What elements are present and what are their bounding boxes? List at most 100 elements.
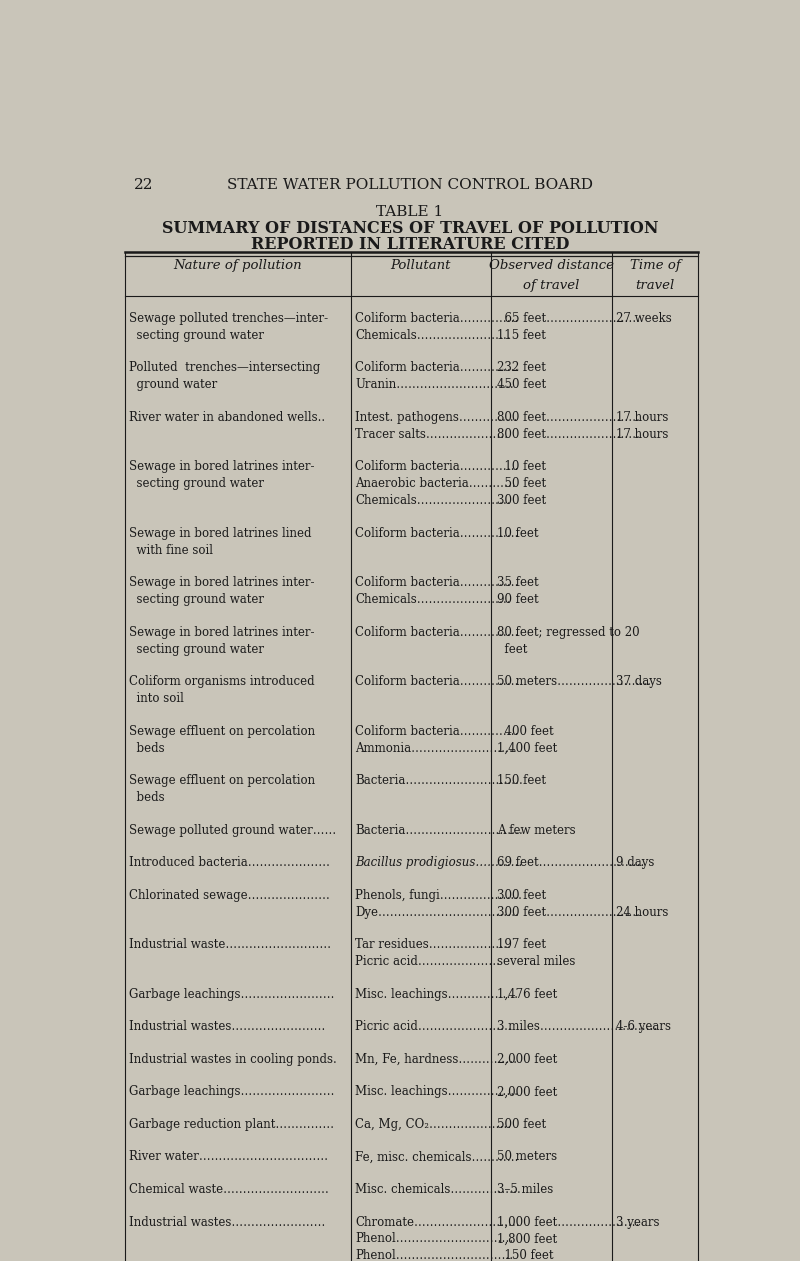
Text: Sewage effluent on percolation: Sewage effluent on percolation bbox=[129, 725, 315, 738]
Text: 1,800 feet: 1,800 feet bbox=[497, 1232, 557, 1246]
Text: Ca, Mg, CO₂…………………: Ca, Mg, CO₂………………… bbox=[355, 1119, 512, 1131]
Text: Fe, misc. chemicals…………: Fe, misc. chemicals………… bbox=[355, 1150, 519, 1164]
Text: secting ground water: secting ground water bbox=[129, 593, 264, 607]
Text: Coliform bacteria……………: Coliform bacteria…………… bbox=[355, 675, 519, 689]
Text: 1,476 feet: 1,476 feet bbox=[497, 987, 557, 1001]
Text: 300 feet: 300 feet bbox=[497, 889, 546, 902]
Text: Polluted  trenches—intersecting: Polluted trenches—intersecting bbox=[129, 361, 320, 375]
Text: Coliform bacteria……………: Coliform bacteria…………… bbox=[355, 527, 519, 540]
Text: Ammonia………………………: Ammonia……………………… bbox=[355, 741, 518, 754]
Text: 50 meters……………………: 50 meters…………………… bbox=[497, 675, 651, 689]
Text: 65 feet……………………: 65 feet…………………… bbox=[497, 311, 640, 324]
Text: Coliform bacteria……………: Coliform bacteria…………… bbox=[355, 311, 519, 324]
Text: secting ground water: secting ground water bbox=[129, 477, 264, 491]
Text: Mn, Fe, hardness……………: Mn, Fe, hardness…………… bbox=[355, 1053, 518, 1066]
Text: Sewage in bored latrines inter-: Sewage in bored latrines inter- bbox=[129, 625, 314, 638]
Text: Garbage leachings……………………: Garbage leachings…………………… bbox=[129, 987, 334, 1001]
Text: 115 feet: 115 feet bbox=[497, 329, 546, 342]
Text: 9 days: 9 days bbox=[616, 856, 654, 869]
Text: 37 days: 37 days bbox=[616, 675, 662, 689]
Text: beds: beds bbox=[129, 791, 165, 805]
Text: 800 feet……………………: 800 feet…………………… bbox=[497, 427, 640, 440]
Text: 800 feet……………………: 800 feet…………………… bbox=[497, 411, 640, 424]
Text: 1,000 feet…………………: 1,000 feet………………… bbox=[497, 1216, 639, 1228]
Text: River water in abandoned wells..: River water in abandoned wells.. bbox=[129, 411, 326, 424]
Text: 3–5 miles: 3–5 miles bbox=[497, 1183, 553, 1195]
Text: secting ground water: secting ground water bbox=[129, 643, 264, 656]
Text: Chemicals……………………: Chemicals…………………… bbox=[355, 593, 511, 607]
Text: 400 feet: 400 feet bbox=[497, 725, 554, 738]
Text: Misc. leachings………………: Misc. leachings……………… bbox=[355, 1086, 518, 1098]
Text: Phenol…………………………: Phenol………………………… bbox=[355, 1250, 514, 1261]
Text: 1,400 feet: 1,400 feet bbox=[497, 741, 557, 754]
Text: Chemical waste………………………: Chemical waste……………………… bbox=[129, 1183, 329, 1195]
Text: Chemicals……………………: Chemicals…………………… bbox=[355, 329, 511, 342]
Text: Bacteria…………………………: Bacteria………………………… bbox=[355, 774, 523, 787]
Text: 300 feet……………………: 300 feet…………………… bbox=[497, 905, 640, 919]
Text: 450 feet: 450 feet bbox=[497, 378, 546, 391]
Text: Sewage in bored latrines inter-: Sewage in bored latrines inter- bbox=[129, 460, 314, 473]
Text: of travel: of travel bbox=[523, 279, 579, 291]
Text: Coliform bacteria……………: Coliform bacteria…………… bbox=[355, 625, 519, 638]
Text: Nature of pollution: Nature of pollution bbox=[174, 259, 302, 272]
Text: 22: 22 bbox=[134, 178, 154, 192]
Text: Chlorinated sewage…………………: Chlorinated sewage………………… bbox=[129, 889, 330, 902]
Text: Phenols, fungi…………………: Phenols, fungi………………… bbox=[355, 889, 522, 902]
Text: 17 hours: 17 hours bbox=[616, 411, 668, 424]
Text: with fine soil: with fine soil bbox=[129, 543, 213, 556]
Text: Garbage reduction plant……………: Garbage reduction plant…………… bbox=[129, 1119, 334, 1131]
Text: 90 feet: 90 feet bbox=[497, 593, 538, 607]
Text: River water……………………………: River water…………………………… bbox=[129, 1150, 328, 1164]
Text: STATE WATER POLLUTION CONTROL BOARD: STATE WATER POLLUTION CONTROL BOARD bbox=[227, 178, 593, 192]
Text: 3 miles…………………………: 3 miles………………………… bbox=[497, 1020, 657, 1033]
Text: 17 hours: 17 hours bbox=[616, 427, 668, 440]
Text: 24 hours: 24 hours bbox=[616, 905, 668, 919]
Text: 150 feet: 150 feet bbox=[497, 1250, 554, 1261]
Text: 197 feet: 197 feet bbox=[497, 938, 546, 951]
Text: Sewage polluted ground water……: Sewage polluted ground water…… bbox=[129, 823, 336, 837]
Text: 10 feet: 10 feet bbox=[497, 460, 546, 473]
Text: 150 feet: 150 feet bbox=[497, 774, 546, 787]
Text: beds: beds bbox=[129, 741, 165, 754]
Text: Sewage effluent on percolation: Sewage effluent on percolation bbox=[129, 774, 315, 787]
Text: 500 feet: 500 feet bbox=[497, 1119, 546, 1131]
Text: Bacteria…………………………: Bacteria………………………… bbox=[355, 823, 523, 837]
Text: SUMMARY OF DISTANCES OF TRAVEL OF POLLUTION: SUMMARY OF DISTANCES OF TRAVEL OF POLLUT… bbox=[162, 221, 658, 237]
Text: 50 feet: 50 feet bbox=[497, 477, 546, 491]
Text: 3 years: 3 years bbox=[616, 1216, 659, 1228]
Text: into soil: into soil bbox=[129, 692, 184, 705]
Text: Misc. chemicals………………: Misc. chemicals……………… bbox=[355, 1183, 522, 1195]
Text: Bacillus prodigiosus…………: Bacillus prodigiosus………… bbox=[355, 856, 523, 869]
Text: 300 feet: 300 feet bbox=[497, 494, 546, 507]
Text: Intest. pathogens……………: Intest. pathogens…………… bbox=[355, 411, 518, 424]
Text: Industrial waste………………………: Industrial waste……………………… bbox=[129, 938, 331, 951]
Text: travel: travel bbox=[635, 279, 674, 291]
Text: Uranin…………………………: Uranin………………………… bbox=[355, 378, 514, 391]
Text: Coliform bacteria……………: Coliform bacteria…………… bbox=[355, 725, 519, 738]
Text: 80 feet; regressed to 20: 80 feet; regressed to 20 bbox=[497, 625, 639, 638]
Text: Introduced bacteria…………………: Introduced bacteria………………… bbox=[129, 856, 330, 869]
Text: Observed distance: Observed distance bbox=[489, 259, 614, 272]
Text: 2,000 feet: 2,000 feet bbox=[497, 1053, 557, 1066]
Text: Coliform bacteria……………: Coliform bacteria…………… bbox=[355, 576, 519, 589]
Text: 27 weeks: 27 weeks bbox=[616, 311, 671, 324]
Text: Misc. leachings………………: Misc. leachings……………… bbox=[355, 987, 518, 1001]
Text: Tracer salts…………………: Tracer salts………………… bbox=[355, 427, 509, 440]
Text: Garbage leachings……………………: Garbage leachings…………………… bbox=[129, 1086, 334, 1098]
Text: 232 feet: 232 feet bbox=[497, 361, 546, 375]
Text: 35 feet: 35 feet bbox=[497, 576, 538, 589]
Text: Industrial wastes……………………: Industrial wastes…………………… bbox=[129, 1020, 326, 1033]
Text: 10 feet: 10 feet bbox=[497, 527, 538, 540]
Text: several miles: several miles bbox=[497, 956, 575, 968]
Text: Pollutant: Pollutant bbox=[390, 259, 451, 272]
Text: Tar residues…………………: Tar residues………………… bbox=[355, 938, 511, 951]
Text: 4-6 years: 4-6 years bbox=[616, 1020, 671, 1033]
Text: Sewage in bored latrines lined: Sewage in bored latrines lined bbox=[129, 527, 312, 540]
Text: Coliform organisms introduced: Coliform organisms introduced bbox=[129, 675, 314, 689]
Text: Sewage polluted trenches—inter-: Sewage polluted trenches—inter- bbox=[129, 311, 328, 324]
Text: Dye………………………………: Dye……………………………… bbox=[355, 905, 519, 919]
Text: TABLE 1: TABLE 1 bbox=[376, 204, 444, 218]
Text: Coliform bacteria……………: Coliform bacteria…………… bbox=[355, 460, 519, 473]
Text: Time of: Time of bbox=[630, 259, 680, 272]
Text: ground water: ground water bbox=[129, 378, 218, 391]
